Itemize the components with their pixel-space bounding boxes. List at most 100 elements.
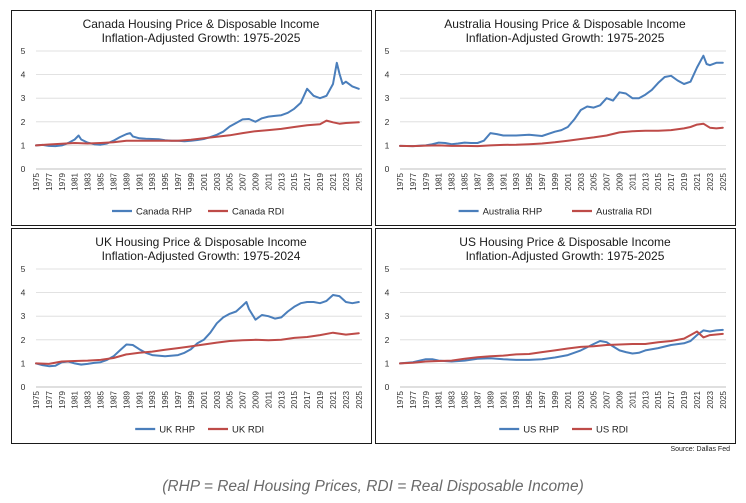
x-tick-label: 2023 xyxy=(342,390,351,408)
x-tick-label: 1985 xyxy=(461,172,470,190)
x-tick-label: 2019 xyxy=(680,172,689,190)
x-tick-label: 2019 xyxy=(316,172,325,190)
x-tick-label: 1975 xyxy=(32,390,41,408)
x-tick-label: 2015 xyxy=(290,172,299,190)
x-tick-label: 2003 xyxy=(213,390,222,408)
x-tick-label: 1975 xyxy=(396,390,405,408)
x-tick-label: 1987 xyxy=(473,172,482,190)
x-tick-label: 1981 xyxy=(71,172,80,190)
chart-title: UK Housing Price & Disposable Income xyxy=(95,235,307,249)
x-tick-label: 2005 xyxy=(590,172,599,190)
y-tick-label: 1 xyxy=(21,140,26,150)
series-line-rhp xyxy=(399,328,724,365)
series-line-rdi xyxy=(35,331,360,365)
x-tick-label: 2015 xyxy=(654,172,663,190)
x-tick-label: 1985 xyxy=(97,172,106,190)
x-tick-label: 2021 xyxy=(693,390,702,408)
x-tick-label: 1983 xyxy=(448,172,457,190)
y-tick-label: 0 xyxy=(21,164,26,174)
x-tick-label: 1981 xyxy=(435,390,444,408)
x-tick-label: 1983 xyxy=(84,172,93,190)
x-tick-label: 2007 xyxy=(239,390,248,408)
chart-title: US Housing Price & Disposable Income xyxy=(459,235,671,249)
x-tick-label: 1989 xyxy=(122,390,131,408)
x-tick-label: 1991 xyxy=(499,172,508,190)
y-tick-label: 1 xyxy=(21,358,26,368)
y-tick-label: 4 xyxy=(385,70,390,80)
source-note: Source: Dallas Fed xyxy=(670,446,730,453)
x-tick-label: 1997 xyxy=(538,390,547,408)
x-tick-label: 2025 xyxy=(719,172,728,190)
legend-label: Canada RHP xyxy=(136,207,192,218)
x-tick-label: 1993 xyxy=(148,172,157,190)
x-tick-label: 1979 xyxy=(422,390,431,408)
x-tick-label: 2007 xyxy=(603,390,612,408)
y-tick-label: 3 xyxy=(21,311,26,321)
x-tick-label: 2009 xyxy=(615,172,624,190)
chart-panel-uk: UK Housing Price & Disposable Income Infl… xyxy=(11,228,372,444)
y-tick-label: 2 xyxy=(21,335,26,345)
series-line-rhp xyxy=(35,294,360,368)
x-tick-label: 2023 xyxy=(342,172,351,190)
x-tick-label: 1983 xyxy=(84,390,93,408)
x-tick-label: 2005 xyxy=(590,390,599,408)
x-tick-label: 1979 xyxy=(58,390,67,408)
x-tick-label: 1991 xyxy=(135,390,144,408)
x-tick-label: 1989 xyxy=(486,390,495,408)
x-tick-label: 2009 xyxy=(251,172,260,190)
y-tick-label: 0 xyxy=(385,164,390,174)
x-tick-label: 1997 xyxy=(174,390,183,408)
x-tick-label: 2003 xyxy=(577,390,586,408)
x-tick-label: 2003 xyxy=(577,172,586,190)
x-tick-label: 1981 xyxy=(71,390,80,408)
x-tick-label: 2023 xyxy=(706,390,715,408)
legend-label: US RHP xyxy=(523,425,559,436)
y-tick-label: 2 xyxy=(21,117,26,127)
x-tick-label: 2017 xyxy=(667,390,676,408)
x-tick-label: 2025 xyxy=(719,390,728,408)
x-tick-label: 2021 xyxy=(693,172,702,190)
y-tick-label: 4 xyxy=(21,70,26,80)
legend-label: UK RDI xyxy=(232,425,264,436)
legend-label: Australia RDI xyxy=(596,207,652,218)
x-tick-label: 1985 xyxy=(461,390,470,408)
chart-title: Australia Housing Price & Disposable Inc… xyxy=(444,17,686,31)
x-tick-label: 1979 xyxy=(422,172,431,190)
x-tick-label: 2013 xyxy=(641,390,650,408)
x-tick-label: 2025 xyxy=(355,172,364,190)
chart-subtitle: Inflation-Adjusted Growth: 1975-2025 xyxy=(102,31,301,45)
x-tick-label: 1993 xyxy=(512,172,521,190)
x-tick-label: 1995 xyxy=(525,390,534,408)
chart-subtitle: Inflation-Adjusted Growth: 1975-2024 xyxy=(102,249,301,263)
x-tick-label: 1977 xyxy=(409,172,418,190)
x-tick-label: 1983 xyxy=(448,390,457,408)
x-tick-label: 1977 xyxy=(45,172,54,190)
x-tick-label: 1997 xyxy=(538,172,547,190)
x-tick-label: 2015 xyxy=(290,390,299,408)
series-line-rdi xyxy=(399,330,724,365)
x-tick-label: 2017 xyxy=(667,172,676,190)
chart-australia: Australia Housing Price & Disposable Inc… xyxy=(385,17,728,218)
x-tick-label: 1975 xyxy=(396,172,405,190)
x-tick-label: 1999 xyxy=(187,390,196,408)
x-tick-label: 2025 xyxy=(355,390,364,408)
chart-subtitle: Inflation-Adjusted Growth: 1975-2025 xyxy=(466,31,665,45)
x-tick-label: 1993 xyxy=(512,390,521,408)
x-tick-label: 1999 xyxy=(187,172,196,190)
x-tick-label: 1991 xyxy=(499,390,508,408)
x-tick-label: 1991 xyxy=(135,172,144,190)
x-tick-label: 1995 xyxy=(161,390,170,408)
y-tick-label: 4 xyxy=(21,288,26,298)
x-tick-label: 2009 xyxy=(615,390,624,408)
x-tick-label: 2005 xyxy=(226,172,235,190)
series-line-rdi xyxy=(35,119,360,147)
x-tick-label: 1999 xyxy=(551,172,560,190)
chart-panel-australia: Australia Housing Price & Disposable Inc… xyxy=(375,10,736,226)
legend-label: Canada RDI xyxy=(232,207,284,218)
chart-panel-canada: Canada Housing Price & Disposable Income… xyxy=(11,10,372,226)
x-tick-label: 2021 xyxy=(329,390,338,408)
chart-panel-us: US Housing Price & Disposable Income Infl… xyxy=(375,228,736,444)
x-tick-label: 2017 xyxy=(303,390,312,408)
legend-label: US RDI xyxy=(596,425,628,436)
x-tick-label: 1995 xyxy=(161,172,170,190)
